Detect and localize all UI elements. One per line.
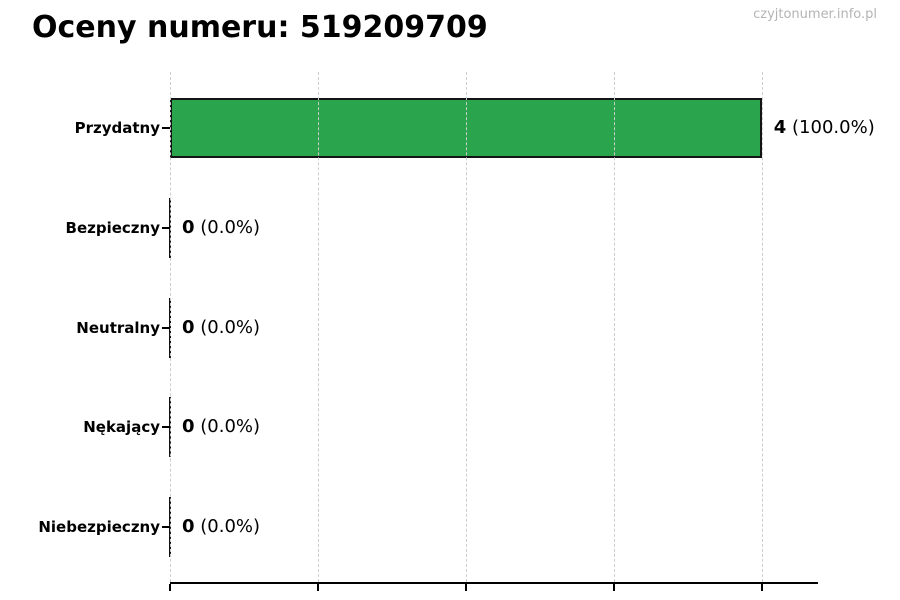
- bar-percent: (0.0%): [200, 516, 261, 537]
- watermark: czyjtonumer.info.pl: [753, 7, 877, 22]
- bar-value-label: 0 (0.0%): [182, 216, 260, 240]
- y-axis-tick: [162, 326, 170, 329]
- gridline: [761, 72, 763, 582]
- gridline: [613, 72, 615, 582]
- plot-area: 4 (100.0%) 0 (0.0%) 0 (0.0%) 0 (0.0%) 0 …: [162, 72, 875, 591]
- y-axis-tick: [162, 226, 170, 229]
- bar-count: 4: [773, 117, 787, 138]
- y-axis-tick: [162, 426, 170, 429]
- x-axis-tick: [464, 584, 467, 591]
- bar-count: 0: [182, 416, 195, 438]
- gridline: [317, 72, 319, 582]
- gridline: [465, 72, 467, 582]
- y-axis-tick: [162, 526, 170, 528]
- x-axis-tick: [760, 584, 763, 591]
- bar-count: 0: [182, 316, 195, 338]
- x-axis-line: [170, 582, 818, 584]
- bar-value-label: 4 (100.0%): [774, 116, 875, 140]
- y-axis-tick: [162, 127, 170, 129]
- bar-value-label: 0 (0.0%): [182, 415, 260, 439]
- category-label: Niebezpieczny: [38, 518, 160, 536]
- category-label: Nękający: [83, 418, 160, 437]
- bar-count: 0: [182, 516, 195, 537]
- bar-percent: (0.0%): [200, 216, 261, 238]
- bar-percent: (100.0%): [792, 117, 875, 138]
- x-axis-tick: [169, 584, 171, 591]
- bar-percent: (0.0%): [200, 316, 261, 338]
- bar-percent: (0.0%): [200, 416, 261, 438]
- bar-count: 0: [182, 216, 195, 238]
- category-label: Neutralny: [76, 318, 160, 337]
- category-label: Przydatny: [74, 119, 160, 137]
- x-axis-tick: [316, 584, 319, 591]
- category-label: Bezpieczny: [65, 218, 160, 237]
- bar-value-label: 0 (0.0%): [182, 515, 260, 539]
- x-axis-tick: [612, 584, 615, 591]
- bar-value-label: 0 (0.0%): [182, 316, 260, 340]
- gridline: [170, 72, 171, 582]
- chart-title: Oceny numeru: 519209709: [32, 10, 488, 45]
